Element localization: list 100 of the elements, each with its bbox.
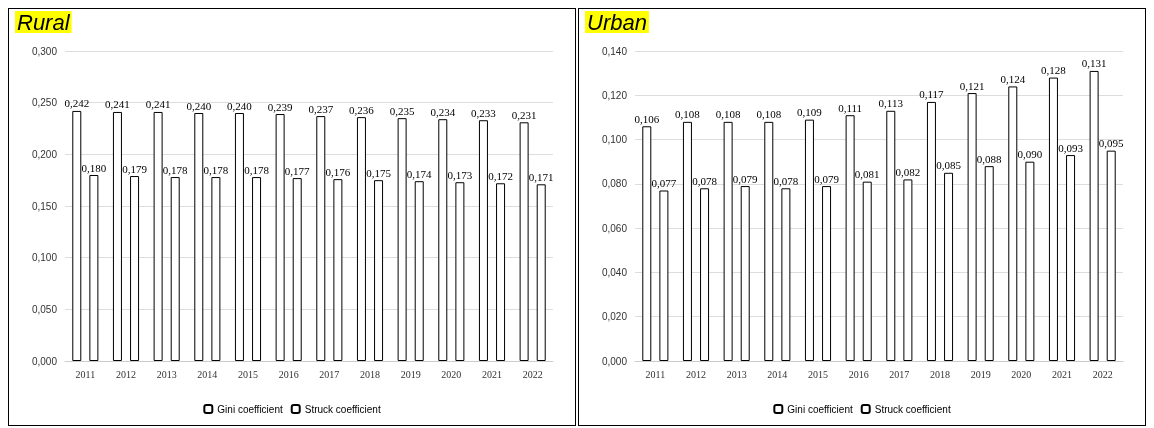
data-label: 0,085: [936, 159, 962, 172]
bar: [275, 114, 285, 361]
data-label: 0,241: [145, 98, 171, 111]
bar: [862, 181, 872, 361]
bar: [700, 188, 710, 361]
data-label: 0,179: [122, 162, 148, 175]
bar: [944, 172, 954, 361]
data-label: 0,082: [895, 165, 921, 178]
bar: [478, 120, 488, 361]
data-label: 0,234: [430, 105, 456, 118]
y-tick-label: 0,050: [31, 303, 58, 315]
data-label: 0,121: [959, 79, 985, 92]
bar: [845, 115, 855, 361]
data-label: 0,241: [105, 98, 130, 111]
bar: [764, 121, 774, 361]
data-label: 0,172: [488, 169, 513, 182]
y-tick-label: 0,250: [31, 97, 58, 109]
bar: [316, 116, 326, 361]
bar: [455, 182, 465, 361]
bar: [886, 110, 896, 361]
x-tick-label: 2020: [1011, 368, 1032, 380]
data-label: 0,124: [1000, 72, 1026, 85]
bar: [356, 117, 366, 361]
bar: [740, 186, 750, 361]
y-tick-label: 0,040: [601, 266, 628, 278]
bar: [252, 177, 262, 361]
bar: [72, 110, 82, 361]
bar: [822, 186, 832, 361]
chart-title: Rural: [17, 9, 71, 35]
bar: [438, 119, 448, 361]
x-tick-label: 2022: [1092, 368, 1113, 380]
bar: [967, 93, 977, 361]
bar: [1089, 70, 1099, 361]
data-label: 0,173: [447, 168, 473, 181]
x-tick-label: 2017: [889, 368, 910, 380]
bar: [536, 184, 546, 361]
bar: [397, 118, 407, 361]
bar: [804, 119, 814, 361]
data-label: 0,236: [349, 103, 375, 116]
x-tick-label: 2018: [930, 368, 950, 380]
data-label: 0,079: [814, 172, 840, 185]
legend-label: Gini coefficient: [217, 403, 283, 415]
y-tick-label: 0,020: [601, 311, 628, 323]
bar: [153, 111, 163, 361]
bar: [414, 181, 424, 361]
bar: [374, 180, 384, 361]
y-tick-label: 0,150: [31, 200, 58, 212]
bar: [926, 101, 936, 361]
chart-title: Urban: [587, 9, 647, 35]
data-label: 0,090: [1017, 148, 1043, 161]
x-tick-label: 2011: [645, 368, 666, 380]
x-tick-label: 2011: [75, 368, 96, 380]
x-tick-label: 2016: [848, 368, 869, 380]
x-tick-label: 2015: [808, 368, 828, 380]
data-label: 0,171: [528, 170, 554, 183]
y-tick-label: 0,120: [601, 89, 628, 101]
data-label: 0,237: [308, 102, 334, 115]
x-tick-label: 2012: [686, 368, 706, 380]
x-tick-label: 2022: [522, 368, 543, 380]
x-tick-label: 2012: [116, 368, 136, 380]
bar: [496, 183, 506, 361]
data-label: 0,178: [203, 163, 229, 176]
data-label: 0,240: [227, 99, 253, 112]
x-tick-label: 2019: [970, 368, 991, 380]
bar: [194, 113, 204, 361]
x-tick-label: 2018: [360, 368, 380, 380]
bar: [519, 122, 529, 361]
x-tick-label: 2014: [767, 368, 788, 380]
bar: [723, 121, 733, 361]
legend-label: Struck coefficient: [304, 403, 381, 415]
x-tick-label: 2015: [238, 368, 258, 380]
x-tick-label: 2020: [441, 368, 462, 380]
bar: [984, 166, 994, 361]
x-tick-label: 2014: [197, 368, 218, 380]
x-tick-label: 2019: [400, 368, 421, 380]
x-tick-label: 2017: [319, 368, 340, 380]
data-label: 0,235: [389, 104, 415, 117]
data-label: 0,178: [244, 163, 270, 176]
data-label: 0,106: [634, 112, 660, 125]
data-label: 0,113: [878, 97, 904, 110]
data-label: 0,108: [675, 108, 701, 121]
data-label: 0,177: [284, 164, 311, 177]
data-label: 0,240: [186, 99, 212, 112]
bar: [1025, 161, 1035, 361]
data-label: 0,093: [1058, 141, 1084, 154]
bar: [211, 177, 221, 361]
x-tick-label: 2013: [156, 368, 177, 380]
y-tick-label: 0,140: [601, 45, 628, 57]
y-tick-label: 0,100: [601, 134, 628, 146]
data-label: 0,175: [366, 166, 392, 179]
legend-label: Struck coefficient: [874, 403, 951, 415]
data-label: 0,117: [919, 88, 945, 101]
bar: [112, 111, 122, 361]
x-tick-label: 2013: [726, 368, 747, 380]
data-label: 0,108: [715, 108, 741, 121]
bar: [292, 178, 302, 361]
data-label: 0,176: [325, 165, 351, 178]
bar: [234, 113, 244, 361]
data-label: 0,079: [732, 172, 759, 185]
data-label: 0,239: [267, 100, 293, 113]
